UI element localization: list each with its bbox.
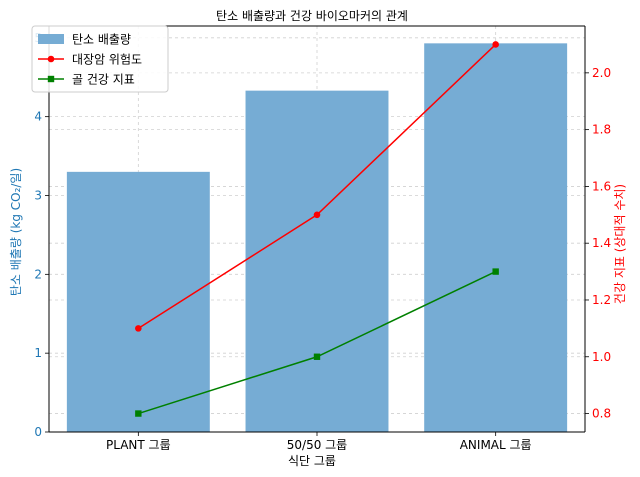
data-point <box>313 211 321 219</box>
legend-label: 대장암 위험도 <box>72 53 142 67</box>
tick-label-right: 1.2 <box>592 293 611 307</box>
tick-label-right: 1.6 <box>592 179 611 193</box>
data-point <box>492 268 499 275</box>
x-axis-label: 식단 그룹 <box>288 454 336 468</box>
data-point <box>313 353 321 360</box>
legend-swatch-bar <box>38 34 64 44</box>
tick-label-left: 3 <box>34 188 42 202</box>
data-point <box>135 325 142 332</box>
data-point <box>135 410 142 417</box>
legend-label: 탄소 배출량 <box>72 33 131 47</box>
legend-box <box>31 25 169 93</box>
tick-label-x: ANIMAL 그룹 <box>460 438 532 452</box>
chart-title: 탄소 배출량과 건강 바이오마커의 관계 <box>216 9 408 23</box>
tick-label-x: PLANT 그룹 <box>106 438 171 452</box>
legend-marker <box>47 55 55 63</box>
data-point <box>492 41 499 48</box>
legend-label: 골 건강 지표 <box>72 73 135 87</box>
tick-label-left: 1 <box>34 346 42 360</box>
tick-label-right: 1.4 <box>592 236 611 250</box>
tick-label-right: 2.0 <box>592 66 611 80</box>
tick-label-right: 1.0 <box>592 350 611 364</box>
bar <box>66 171 210 432</box>
bar <box>424 43 568 432</box>
tick-label-right: 1.8 <box>592 123 611 137</box>
tick-label-left: 0 <box>34 425 42 439</box>
bar <box>245 90 389 433</box>
tick-label-left: 4 <box>34 110 42 124</box>
legend-marker <box>47 75 55 83</box>
tick-label-right: 0.8 <box>592 407 611 421</box>
tick-label-left: 2 <box>34 267 42 281</box>
bars <box>66 43 568 433</box>
y-axis-label-right: 건강 지표 (상대적 수치) <box>613 184 627 304</box>
y-axis-label-left: 탄소 배출량 (kg CO₂/일) <box>9 168 23 296</box>
tick-label-x: 50/50 그룹 <box>287 438 347 452</box>
lines <box>135 41 499 417</box>
